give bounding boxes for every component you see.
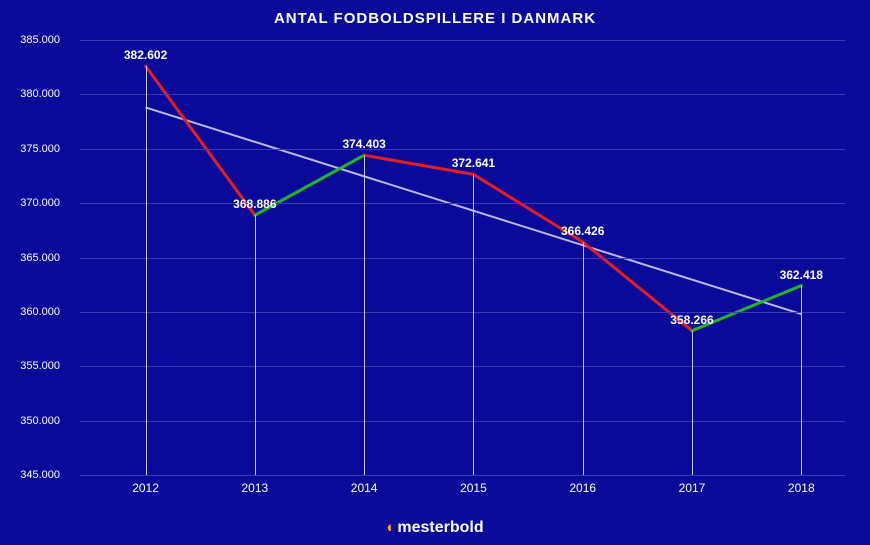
x-axis-label: 2016 [569, 481, 596, 495]
gridline [80, 258, 845, 259]
gridline [80, 149, 845, 150]
drop-line [583, 242, 584, 475]
brand-text: mesterbold [397, 519, 483, 536]
y-axis-label: 380.000 [5, 88, 60, 100]
data-label: 358.266 [670, 313, 713, 327]
drop-line [255, 215, 256, 475]
plot-area: 345.000350.000355.000360.000365.000370.0… [65, 35, 855, 500]
gridline [80, 94, 845, 95]
data-segment [146, 66, 255, 215]
x-axis-label: 2012 [132, 481, 159, 495]
drop-line [801, 286, 802, 475]
ball-icon: ◐ [386, 519, 395, 536]
x-axis-label: 2013 [241, 481, 268, 495]
y-axis-label: 350.000 [5, 415, 60, 427]
x-axis-label: 2015 [460, 481, 487, 495]
y-axis-label: 375.000 [5, 143, 60, 155]
data-label: 366.426 [561, 224, 604, 238]
data-label: 382.602 [124, 48, 167, 62]
gridline [80, 475, 845, 476]
data-label: 372.641 [452, 156, 495, 170]
drop-line [473, 174, 474, 475]
gridline [80, 40, 845, 41]
y-axis-label: 385.000 [5, 34, 60, 46]
gridline [80, 366, 845, 367]
gridline [80, 203, 845, 204]
drop-line [692, 331, 693, 475]
x-axis-label: 2018 [788, 481, 815, 495]
x-axis-label: 2017 [679, 481, 706, 495]
data-label: 374.403 [342, 137, 385, 151]
y-axis-label: 365.000 [5, 252, 60, 264]
chart-container: ANTAL FODBOLDSPILLERE I DANMARK 345.0003… [0, 0, 870, 545]
data-label: 362.418 [780, 268, 823, 282]
chart-title: ANTAL FODBOLDSPILLERE I DANMARK [0, 10, 870, 27]
data-label: 368.886 [233, 197, 276, 211]
gridline [80, 312, 845, 313]
y-axis-label: 355.000 [5, 360, 60, 372]
drop-line [146, 66, 147, 475]
brand: ◐mesterbold [0, 519, 870, 537]
gridline [80, 421, 845, 422]
y-axis-label: 345.000 [5, 469, 60, 481]
chart-lines [65, 35, 855, 500]
x-axis-label: 2014 [351, 481, 378, 495]
y-axis-label: 370.000 [5, 197, 60, 209]
drop-line [364, 155, 365, 475]
y-axis-label: 360.000 [5, 306, 60, 318]
